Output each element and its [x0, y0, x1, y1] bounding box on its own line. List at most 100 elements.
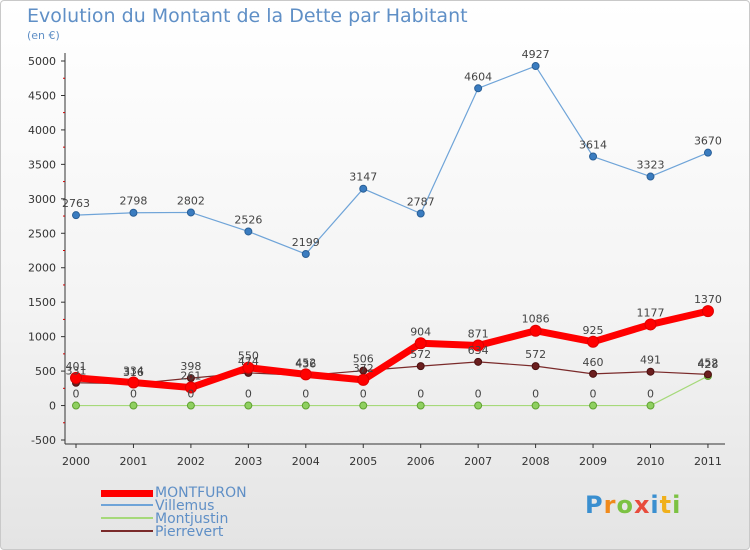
- data-point: [703, 148, 712, 157]
- data-label: 871: [468, 328, 489, 341]
- data-label: 372: [353, 362, 374, 375]
- data-label: 0: [532, 388, 539, 401]
- y-tick-label: 3000: [28, 193, 56, 206]
- data-point: [242, 361, 255, 374]
- x-tick-label: 2007: [464, 455, 492, 468]
- data-point: [301, 401, 310, 410]
- data-point: [357, 373, 370, 386]
- data-label: 261: [180, 370, 201, 383]
- data-label: 4927: [522, 48, 550, 61]
- data-label: 0: [73, 388, 80, 401]
- chart-unit: (en €): [27, 29, 60, 42]
- y-tick-label: 5000: [28, 55, 56, 68]
- data-point: [129, 401, 138, 410]
- data-label: 4604: [464, 70, 492, 83]
- x-tick-label: 2008: [522, 455, 550, 468]
- x-tick-label: 2003: [234, 455, 262, 468]
- data-point: [184, 381, 197, 394]
- data-label: 474: [238, 355, 259, 368]
- data-label: 2199: [292, 236, 320, 249]
- data-label: 3323: [637, 159, 665, 172]
- data-label: 1086: [522, 313, 550, 326]
- series-line-montfuron: [75, 307, 709, 392]
- data-point: [644, 318, 657, 331]
- data-label: 316: [123, 366, 144, 379]
- data-label: 550: [238, 350, 259, 363]
- x-tick-label: 2006: [407, 455, 435, 468]
- x-tick-label: 2002: [177, 455, 205, 468]
- data-label: 460: [583, 356, 604, 369]
- data-point: [531, 401, 540, 410]
- data-point: [414, 337, 427, 350]
- legend-swatch-pierrevert: [101, 530, 153, 532]
- data-point: [703, 370, 712, 379]
- data-label: 0: [245, 388, 252, 401]
- data-point: [186, 208, 195, 217]
- data-point: [646, 172, 655, 181]
- series-line-pierrevert: [75, 361, 708, 385]
- chart-title: Evolution du Montant de la Dette par Hab…: [27, 5, 468, 27]
- legend-label: Pierrevert: [155, 524, 224, 540]
- data-point: [529, 324, 542, 337]
- x-tick-label: 2011: [694, 455, 722, 468]
- data-point: [587, 335, 600, 348]
- data-label: 0: [590, 388, 597, 401]
- x-tick-label: 2005: [349, 455, 377, 468]
- data-point: [472, 339, 485, 352]
- legend-label: MONTFURON: [155, 485, 247, 501]
- legend-label: Villemus: [155, 498, 215, 514]
- y-tick-label: 1000: [28, 331, 56, 344]
- data-point: [186, 401, 195, 410]
- data-label: 1177: [637, 306, 665, 319]
- data-label: 331: [66, 365, 87, 378]
- y-tick-label: 500: [35, 365, 56, 378]
- data-label: 491: [640, 354, 661, 367]
- data-point: [474, 84, 483, 93]
- data-point: [244, 227, 253, 236]
- data-point: [646, 367, 655, 376]
- proxiti-logo: Proxiti: [585, 491, 682, 519]
- x-tick-label: 2000: [62, 455, 90, 468]
- data-label: 0: [647, 388, 654, 401]
- data-label: 3147: [349, 171, 377, 184]
- data-label: 572: [410, 348, 431, 361]
- data-label: 2802: [177, 194, 205, 207]
- data-point: [70, 371, 82, 384]
- y-tick-label: 4000: [28, 124, 56, 137]
- data-label: 2798: [119, 195, 147, 208]
- data-point: [589, 152, 598, 161]
- data-point: [359, 401, 368, 410]
- y-tick-label: 0: [49, 400, 56, 413]
- data-point: [416, 401, 425, 410]
- data-point: [129, 208, 138, 217]
- data-label: 452: [697, 356, 718, 369]
- data-label: 452: [295, 356, 316, 369]
- data-point: [474, 357, 483, 366]
- data-label: 0: [130, 388, 137, 401]
- data-label: 0: [302, 388, 309, 401]
- data-label: 428: [697, 358, 718, 371]
- data-label: 398: [180, 360, 201, 373]
- data-label: 0: [475, 388, 482, 401]
- data-label: 925: [583, 324, 604, 337]
- data-label: 572: [525, 348, 546, 361]
- data-label: 0: [187, 388, 194, 401]
- y-tick-label: 2000: [28, 262, 56, 275]
- y-tick-label: -500: [31, 434, 56, 447]
- data-label: 0: [417, 388, 424, 401]
- y-tick-label: 2500: [28, 227, 56, 240]
- series-line-montjustin: [76, 375, 709, 407]
- data-point: [416, 209, 425, 218]
- data-label: 2526: [234, 213, 262, 226]
- data-label: 436: [295, 358, 316, 371]
- data-label: 0: [360, 388, 367, 401]
- data-label: 506: [353, 353, 374, 366]
- data-label: 904: [410, 325, 431, 338]
- y-tick-label: 3500: [28, 158, 56, 171]
- x-tick-label: 2001: [119, 455, 147, 468]
- data-label: 401: [66, 360, 87, 373]
- data-point: [244, 401, 253, 410]
- legend-swatch-montjustin: [101, 517, 153, 519]
